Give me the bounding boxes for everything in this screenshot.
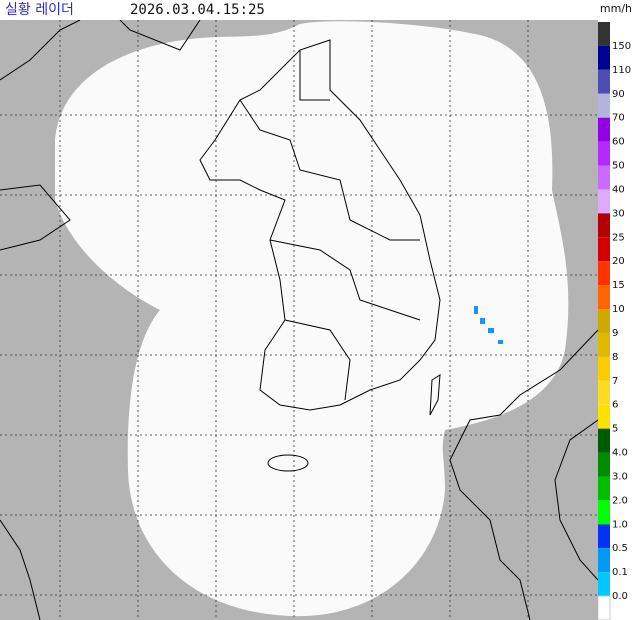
- legend-swatch: [598, 500, 610, 525]
- legend-swatch: [598, 261, 610, 286]
- legend-swatch: [598, 237, 610, 262]
- legend-label: 40: [612, 184, 625, 195]
- legend-label: 6: [612, 400, 618, 411]
- legend-swatch: [598, 285, 610, 310]
- legend-swatch: [598, 93, 610, 118]
- coastlines: [0, 20, 598, 620]
- radar-map: [0, 20, 598, 620]
- legend-label: 25: [612, 232, 625, 243]
- legend-swatch: [598, 428, 610, 453]
- legend-swatch: [598, 356, 610, 381]
- legend-swatch: [598, 595, 611, 620]
- legend-label: 0.0: [612, 591, 628, 602]
- legend-swatch: [598, 189, 610, 214]
- legend-label: 10: [612, 304, 625, 315]
- echo: [474, 306, 503, 344]
- legend-swatch: [598, 22, 610, 46]
- legend-label: 8: [612, 352, 618, 363]
- radar-coverage: [55, 21, 569, 617]
- legend-label: 0.5: [612, 543, 628, 554]
- legend-swatch: [598, 548, 610, 573]
- legend-label: 7: [612, 376, 618, 387]
- title: 실황 레이더: [5, 2, 74, 18]
- legend-swatch: [598, 165, 610, 190]
- legend-swatch: [598, 452, 610, 477]
- legend-label: 30: [612, 208, 625, 219]
- legend-label: 110: [612, 65, 631, 76]
- legend-label: 5: [612, 424, 618, 435]
- timestamp: 2026.03.04.15:25: [130, 2, 265, 18]
- legend-swatch: [598, 45, 610, 70]
- legend-label: 60: [612, 137, 625, 148]
- legend-swatch: [598, 572, 610, 597]
- legend-swatch: [598, 476, 610, 501]
- legend-label: 0.1: [612, 567, 628, 578]
- legend-label: 15: [612, 280, 625, 291]
- legend-label: 90: [612, 89, 625, 100]
- legend-label: 50: [612, 161, 625, 172]
- legend-swatch: [598, 332, 610, 357]
- legend-label: 70: [612, 113, 625, 124]
- legend-label: 4.0: [612, 448, 628, 459]
- grid: [0, 20, 598, 620]
- legend-swatch: [598, 141, 610, 166]
- legend: 150 110 90 70 60 50 40 30 25 20 15 10 9 8 7 6 5 4.0 3.0 2.0…: [598, 22, 631, 620]
- legend-swatch: [598, 404, 610, 429]
- legend-swatch: [598, 213, 610, 238]
- legend-swatch: [598, 524, 610, 549]
- legend-swatch: [598, 380, 610, 405]
- legend-swatch: [598, 69, 610, 94]
- legend-swatch: [598, 309, 610, 333]
- legend-swatch: [598, 117, 610, 142]
- legend-unit: mm/h: [599, 2, 632, 15]
- legend-label: 150: [612, 41, 631, 52]
- legend-label: 2.0: [612, 495, 628, 506]
- legend-label: 9: [612, 328, 618, 339]
- legend-label: 3.0: [612, 471, 628, 482]
- legend-label: 20: [612, 256, 625, 267]
- legend-label: 1.0: [612, 519, 628, 530]
